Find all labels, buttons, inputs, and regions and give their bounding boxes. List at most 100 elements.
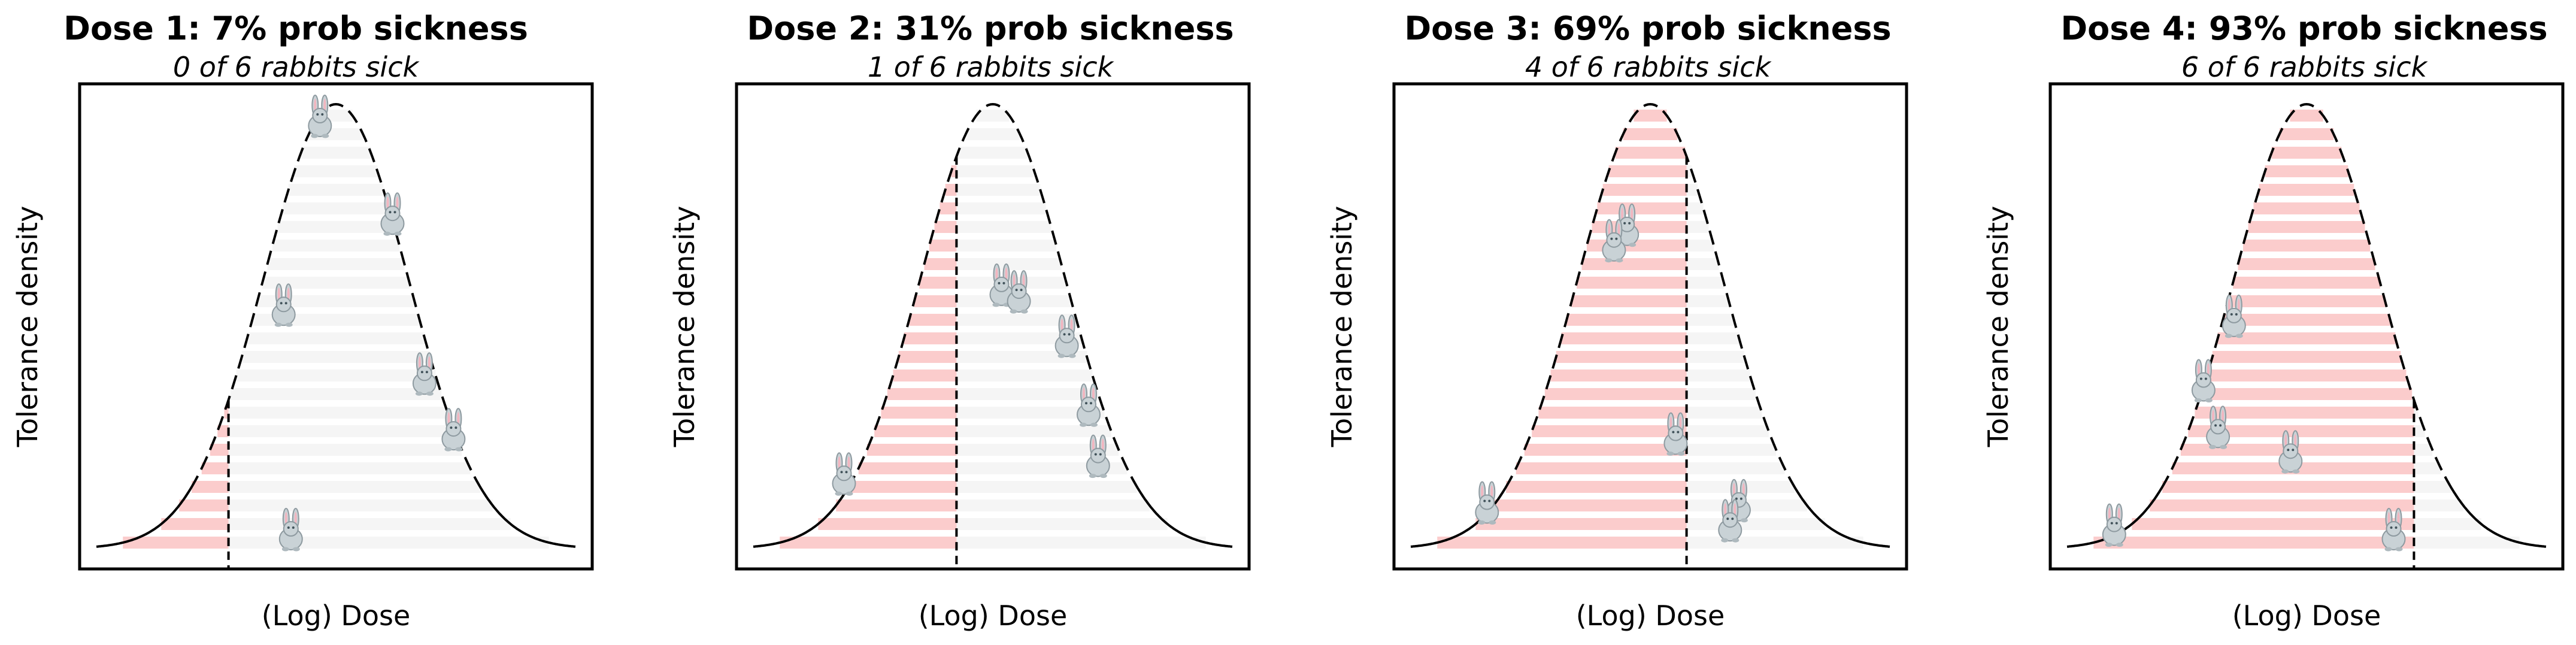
sick-stripe	[217, 425, 229, 437]
panel-title: Dose 1: 7% prob sickness	[63, 10, 528, 47]
sick-stripe	[1524, 444, 1687, 456]
sick-stripe	[1581, 258, 1687, 270]
y-axis-label: Tolerance density	[1982, 206, 2014, 448]
panel-dose-3: Dose 3: 69% prob sickness 4 of 6 rabbits…	[1326, 10, 1908, 632]
sick-stripe	[914, 295, 957, 307]
sick-stripe	[2228, 295, 2386, 307]
healthy-stripe	[294, 165, 378, 177]
healthy-stripe	[956, 388, 1099, 400]
sick-stripe	[210, 444, 229, 456]
sick-stripe	[909, 314, 957, 326]
healthy-stripe	[956, 425, 1111, 437]
healthy-stripe	[956, 258, 1062, 270]
sick-stripe	[2150, 499, 2414, 511]
sick-stripe	[2212, 351, 2401, 363]
healthy-stripe	[1686, 202, 1704, 214]
panel-title: Dose 2: 31% prob sickness	[747, 10, 1234, 47]
healthy-stripe	[976, 110, 1010, 122]
sick-stripe	[192, 481, 229, 493]
sick-stripe	[2162, 481, 2414, 493]
panel-subtitle: 0 of 6 rabbits sick	[173, 51, 420, 83]
panel-subtitle: 1 of 6 rabbits sick	[868, 51, 1115, 83]
healthy-stripe	[228, 407, 448, 419]
sick-stripe	[1608, 165, 1687, 177]
healthy-stripe	[228, 499, 493, 511]
x-axis-label: (Log) Dose	[1576, 599, 1725, 632]
healthy-stripe	[1686, 462, 1785, 474]
sick-stripe	[924, 258, 957, 270]
density-curve-dashed	[1504, 102, 1797, 489]
sick-stripe	[1556, 351, 1687, 363]
sick-stripe	[2201, 388, 2413, 400]
healthy-stripe	[1686, 295, 1729, 307]
rabbit-icon	[1086, 434, 1110, 479]
healthy-stripe	[228, 481, 480, 493]
rabbit-icon	[2102, 503, 2126, 548]
healthy-stripe	[262, 277, 410, 289]
healthy-stripe	[2414, 499, 2463, 511]
healthy-stripe	[1686, 240, 1714, 252]
healthy-stripe	[1686, 388, 1756, 400]
healthy-stripe	[956, 240, 1057, 252]
sick-stripe	[780, 537, 957, 549]
healthy-stripe	[267, 258, 405, 270]
healthy-stripe	[1686, 351, 1745, 363]
panel-dose-4: Dose 4: 93% prob sickness 6 of 6 rabbits…	[1982, 10, 2565, 632]
sick-stripe	[929, 240, 957, 252]
plot-frame	[78, 82, 594, 571]
healthy-stripe	[228, 462, 471, 474]
x-axis-label: (Log) Dose	[919, 599, 1068, 632]
sick-stripe	[161, 518, 229, 530]
sick-stripe	[2132, 518, 2414, 530]
sick-stripe	[2207, 370, 2407, 381]
sick-stripe	[1437, 537, 1687, 549]
healthy-stripe	[1686, 332, 1739, 344]
healthy-stripe	[956, 444, 1119, 456]
sick-stripe	[934, 221, 957, 233]
sick-stripe	[1623, 128, 1678, 140]
healthy-stripe	[956, 165, 1035, 177]
panel-fills	[1437, 110, 1863, 549]
healthy-stripe	[301, 147, 371, 159]
sick-stripe	[1544, 388, 1687, 400]
panel-fills	[780, 110, 1206, 549]
sick-stripe	[1615, 147, 1686, 159]
healthy-stripe	[1686, 518, 1825, 530]
x-axis-label: (Log) Dose	[262, 599, 411, 632]
y-axis-label: Tolerance density	[1326, 206, 1358, 448]
sick-stripe	[2253, 202, 2360, 214]
sick-stripe	[951, 165, 957, 177]
healthy-stripe	[956, 314, 1077, 326]
sick-stripe	[919, 277, 957, 289]
sick-stripe	[2233, 277, 2380, 289]
panel-subtitle: 6 of 6 rabbits sick	[2181, 51, 2429, 83]
healthy-stripe	[956, 537, 1206, 549]
sick-stripe	[1532, 425, 1687, 437]
healthy-stripe	[1686, 444, 1777, 456]
sick-stripe	[887, 388, 957, 400]
healthy-stripe	[272, 240, 400, 252]
healthy-stripe	[2414, 537, 2520, 549]
healthy-stripe	[1686, 407, 1762, 419]
healthy-stripe	[1686, 370, 1750, 381]
healthy-stripe	[956, 518, 1168, 530]
healthy-stripe	[1686, 221, 1709, 233]
healthy-stripe	[956, 370, 1093, 381]
density-curve-right-tail	[1137, 487, 1233, 548]
healthy-stripe	[956, 351, 1087, 363]
healthy-stripe	[956, 332, 1082, 344]
sick-stripe	[1566, 314, 1687, 326]
healthy-stripe	[241, 351, 431, 363]
y-axis-label: Tolerance density	[668, 206, 701, 448]
sick-stripe	[1516, 462, 1687, 474]
sick-stripe	[2093, 537, 2414, 549]
plot-frame	[1392, 82, 1908, 571]
sick-stripe	[2265, 165, 2348, 177]
plot-frame	[735, 82, 1251, 571]
sick-stripe	[940, 202, 957, 214]
sick-stripe	[2259, 184, 2354, 196]
sick-stripe	[1597, 202, 1687, 214]
density-curve-left-tail	[753, 487, 849, 548]
sick-stripe	[224, 407, 229, 419]
